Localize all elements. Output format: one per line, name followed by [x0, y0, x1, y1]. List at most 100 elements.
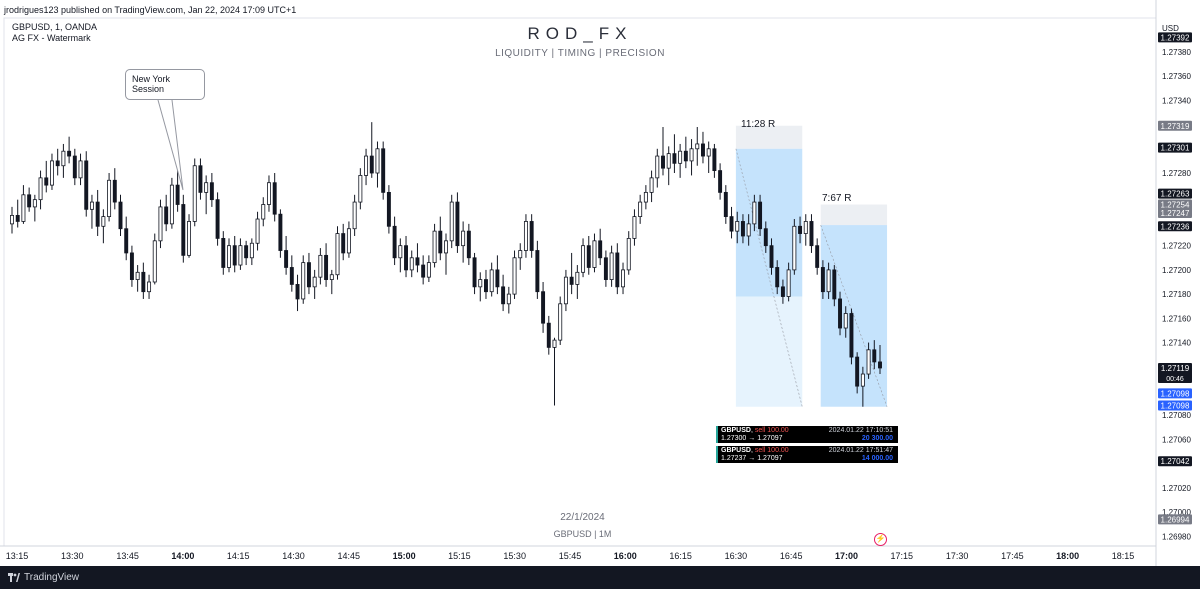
candle-body: [603, 257, 608, 280]
x-tick-label: 14:00: [171, 551, 194, 561]
candle-body: [586, 245, 591, 268]
candle: [192, 158, 197, 227]
candle-body: [878, 361, 882, 369]
trade-prices: 1.27300 → 1.27097: [721, 435, 783, 442]
candle-body: [472, 257, 477, 288]
candle: [438, 216, 443, 261]
candle: [278, 209, 283, 258]
candle: [21, 185, 26, 224]
y-tick-label: 1.27160: [1162, 314, 1191, 323]
x-tick-label: 17:15: [891, 551, 914, 561]
candle: [295, 274, 300, 312]
candle: [244, 240, 249, 266]
candle-body: [523, 221, 528, 251]
candle-body: [364, 155, 369, 176]
candle-body: [278, 213, 283, 251]
candle: [444, 233, 448, 275]
x-tick-label: 16:15: [669, 551, 692, 561]
watermark-date: 22/1/2024: [560, 512, 605, 523]
price-tag: 1.27301: [1158, 142, 1192, 153]
candle-body: [752, 201, 757, 225]
y-tick-label: 1.27340: [1162, 96, 1191, 105]
candle-body: [661, 155, 665, 169]
candle: [50, 153, 54, 190]
candle-body: [461, 230, 466, 247]
candle: [38, 170, 43, 210]
price-chart[interactable]: 13:15 13:30 13:45 14:00 14:15 14:30 14:45 15:00…: [0, 0, 1200, 566]
candle-body: [735, 221, 740, 232]
price-tag-bg: [1158, 388, 1192, 399]
candle: [404, 235, 408, 278]
position-target-zone-outer: [735, 296, 803, 407]
candle: [603, 250, 608, 287]
candle: [592, 233, 597, 273]
candle-body: [506, 293, 511, 305]
new-york-session-callout[interactable]: New York Session: [125, 69, 205, 100]
candle: [655, 148, 660, 188]
price-tag: 1.27319: [1158, 120, 1192, 131]
candle-body: [426, 262, 431, 278]
candle-body: [763, 228, 768, 247]
candle: [535, 240, 540, 299]
price-tag-value: 1.27319: [1161, 122, 1190, 131]
candle-body: [21, 194, 26, 222]
candle-body: [803, 221, 808, 234]
y-tick-label: 1.27080: [1162, 411, 1191, 420]
candle-body: [84, 160, 89, 210]
candle: [546, 315, 551, 355]
candle-body: [546, 322, 551, 348]
candle: [44, 160, 49, 193]
candle-body: [129, 252, 134, 280]
candle-body: [289, 267, 294, 285]
candle-body: [215, 199, 220, 239]
trade-symbol: GBPUSD: [721, 447, 751, 454]
candle: [358, 168, 363, 210]
candle-body: [872, 349, 877, 363]
candle-body: [152, 240, 157, 283]
candle: [735, 211, 740, 244]
candle-body: [615, 252, 620, 288]
candle: [621, 262, 625, 295]
candle: [575, 265, 580, 299]
candle-body: [135, 271, 140, 280]
candle: [118, 194, 123, 236]
candle: [563, 269, 568, 312]
candle-body: [484, 279, 488, 293]
candle: [129, 245, 134, 287]
price-tag-bg: [1158, 142, 1192, 153]
candle-body: [284, 250, 289, 268]
trade-side: sell 100.00: [754, 427, 789, 434]
candle: [866, 342, 871, 379]
price-tag-bg: [1158, 207, 1192, 218]
candle: [746, 214, 751, 246]
x-tick-label: 15:30: [503, 551, 526, 561]
indicator-name[interactable]: AG FX - Watermark: [12, 33, 91, 43]
candle: [523, 214, 528, 258]
candle-body: [581, 245, 586, 273]
candle: [181, 194, 186, 263]
candle-body: [238, 245, 243, 266]
candle: [386, 185, 391, 234]
candle-body: [175, 184, 180, 205]
candle: [426, 255, 431, 282]
candle-body: [306, 262, 311, 288]
x-tick-label: 16:30: [725, 551, 748, 561]
candle: [832, 265, 837, 307]
candle-body: [341, 233, 346, 254]
candle-body: [541, 291, 546, 324]
candle-body: [723, 191, 728, 218]
footer-bar: TradingView: [0, 566, 1200, 589]
symbol-info[interactable]: GBPUSD, 1, OANDA: [12, 22, 98, 32]
x-tick-label: 15:45: [559, 551, 582, 561]
candle: [415, 243, 420, 273]
x-tick-label: 16:00: [614, 551, 637, 561]
candle-body: [512, 257, 517, 295]
candle-body: [706, 148, 711, 157]
candle-body: [352, 201, 357, 230]
alert-bolt-icon[interactable]: ⚡: [874, 533, 887, 546]
candle: [763, 221, 768, 253]
candle: [506, 286, 511, 314]
candle: [855, 352, 860, 394]
candle: [712, 143, 717, 178]
candle: [95, 189, 100, 236]
